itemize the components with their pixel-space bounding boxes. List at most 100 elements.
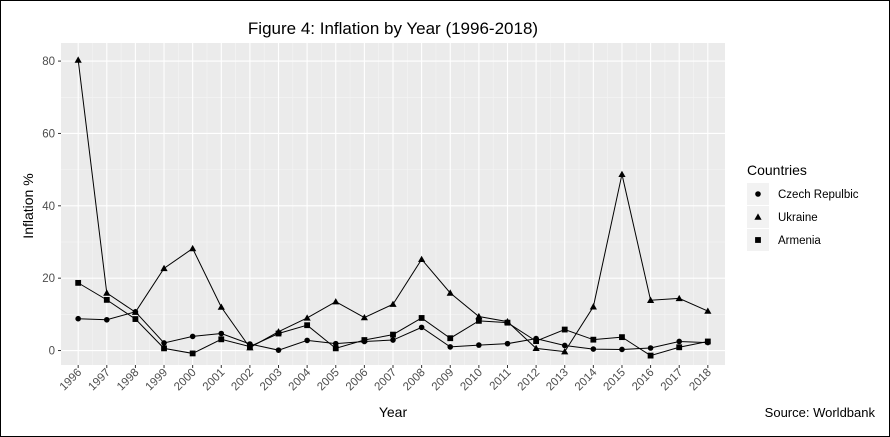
data-point-triangle [646, 296, 655, 303]
chart-title: Figure 4: Inflation by Year (1996-2018) [248, 19, 538, 38]
data-point-circle [218, 330, 225, 337]
data-point-square [704, 338, 711, 345]
x-tick-label: 2009 [430, 367, 457, 394]
y-tick-label: 40 [42, 201, 55, 213]
data-point-square [418, 315, 425, 321]
legend-marker-square [755, 237, 761, 243]
x-tick-label: 2007 [373, 367, 400, 394]
data-point-circle [561, 342, 568, 349]
x-tick-label: 2016 [630, 367, 657, 394]
data-point-triangle [475, 312, 483, 320]
data-point-circle [476, 342, 482, 348]
data-point-triangle [589, 303, 597, 310]
data-point-circle [390, 337, 396, 343]
data-point-circle [504, 340, 511, 347]
data-point-triangle [303, 314, 311, 321]
data-point-triangle [160, 264, 168, 272]
data-point-square [676, 344, 683, 351]
series-points [74, 56, 712, 359]
data-point-triangle [418, 255, 426, 263]
x-tick-label: 2000 [172, 367, 199, 394]
x-tick-label: 2017 [659, 367, 686, 394]
y-tick-label: 60 [42, 128, 55, 140]
y-axis-title: Inflation % [20, 173, 36, 238]
data-point-triangle [74, 56, 82, 63]
x-tick-label: 2012 [516, 367, 543, 394]
data-point-circle [75, 315, 81, 322]
x-tick-label: 1998 [115, 367, 142, 394]
data-point-triangle [360, 314, 368, 321]
data-point-circle [304, 337, 310, 344]
data-point-triangle [103, 289, 111, 296]
data-point-circle [161, 340, 167, 346]
x-tick-label: 1996 [58, 367, 85, 394]
data-point-triangle [446, 289, 454, 296]
data-point-circle [275, 347, 282, 353]
x-tick-label: 1997 [86, 367, 113, 394]
data-point-square [561, 326, 568, 333]
x-tick-label: 2006 [344, 367, 371, 394]
x-tick-label: 2002 [229, 367, 256, 394]
x-tick-label: 2005 [315, 367, 342, 394]
x-tick-label: 2014 [573, 366, 600, 393]
x-tick-label: 2008 [401, 367, 428, 394]
grid-minor [61, 43, 725, 365]
y-tick-label: 80 [42, 56, 55, 68]
x-tick-label: 2010 [458, 367, 485, 394]
x-tick-label: 1999 [144, 367, 171, 394]
data-point-circle [332, 340, 339, 347]
data-point-square [447, 335, 454, 342]
data-point-circle [103, 316, 110, 323]
data-point-square [75, 279, 82, 286]
data-point-square [189, 350, 196, 357]
data-point-triangle [675, 294, 683, 302]
x-tick-label: 2015 [602, 367, 629, 394]
data-point-square [332, 345, 339, 352]
data-point-square [361, 337, 368, 343]
data-point-circle [447, 344, 454, 350]
data-point-triangle [189, 244, 197, 252]
data-point-triangle [561, 348, 569, 355]
data-point-circle [590, 346, 597, 352]
data-point-square [390, 331, 396, 338]
data-point-triangle [532, 344, 540, 352]
data-point-square [504, 319, 511, 326]
legend-marker-circle [755, 191, 761, 197]
data-point-square [533, 338, 540, 345]
data-point-triangle [332, 298, 340, 305]
data-point-square [218, 336, 225, 343]
x-tick-label: 2011 [488, 367, 514, 393]
data-point-triangle [389, 300, 397, 307]
data-point-square [103, 296, 110, 303]
y-tick-label: 20 [42, 273, 55, 285]
grid-major [61, 43, 725, 365]
x-tick-label: 2018 [687, 367, 714, 394]
data-point-square [132, 316, 139, 322]
data-point-square [475, 317, 482, 324]
data-point-circle [619, 346, 625, 353]
data-point-triangle [131, 308, 140, 315]
x-tick-label: 2004 [287, 366, 314, 393]
legend: Countries Czech Repulbic Ukraine Armenia [747, 162, 859, 251]
data-point-triangle [618, 170, 626, 178]
legend-label: Armenia [778, 235, 821, 247]
data-point-square [161, 345, 167, 352]
data-point-circle [418, 324, 425, 331]
data-point-square [275, 330, 282, 337]
x-tick-label: 2003 [258, 367, 285, 394]
data-point-square [619, 334, 625, 341]
data-point-square [246, 343, 253, 350]
x-tick-label: 2013 [544, 367, 571, 394]
data-point-square [304, 322, 311, 329]
data-point-triangle [217, 303, 225, 310]
legend-marker-triangle [754, 213, 762, 220]
data-point-circle [647, 345, 654, 351]
legend-label: Czech Repulbic [778, 189, 859, 201]
data-point-circle [189, 333, 196, 340]
x-axis-title: Year [379, 404, 408, 420]
data-point-circle [676, 338, 683, 345]
legend-label: Ukraine [778, 212, 818, 224]
data-point-triangle [704, 307, 712, 314]
